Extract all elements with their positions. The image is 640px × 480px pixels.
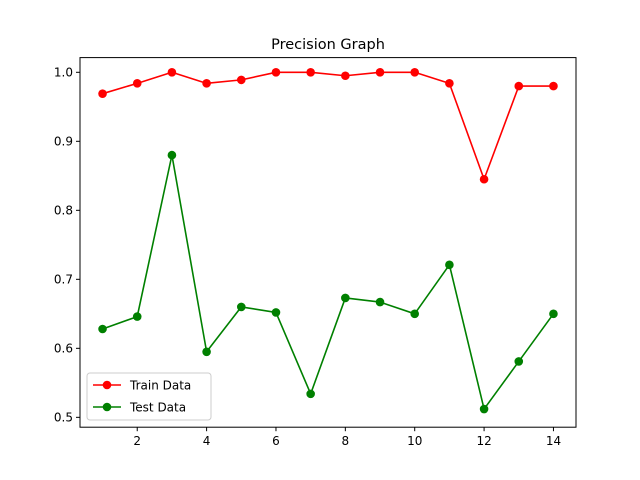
test-data-point (514, 357, 524, 366)
test-data-legend-marker (102, 402, 112, 412)
train-data-point (202, 79, 211, 88)
train-data-point (236, 75, 246, 85)
chart-title: Precision Graph (271, 37, 385, 53)
train-data-point (341, 71, 350, 81)
y-tick-label: 0.7 (54, 273, 73, 287)
x-tick-label: 12 (476, 434, 491, 448)
plot-frame (79, 57, 577, 428)
test-data-point (98, 324, 107, 334)
test-data-point (167, 150, 177, 160)
y-tick-label: 0.6 (54, 342, 73, 356)
test-data-point (306, 389, 315, 399)
x-tick-label: 2 (133, 434, 141, 448)
y-tick-label: 0.9 (54, 135, 73, 149)
train-data-point (549, 81, 558, 91)
plot-series (98, 68, 558, 414)
x-tick-label: 14 (546, 434, 561, 448)
train-data-point (167, 68, 177, 77)
train-data-point (375, 68, 385, 77)
test-data-point (271, 308, 281, 317)
test-data-point (410, 309, 420, 319)
x-tick-label: 10 (407, 434, 422, 448)
test-data-point (341, 293, 350, 303)
train-data-point (445, 79, 454, 88)
legend: Train Data Test Data (86, 372, 212, 421)
y-tick-label: 1.0 (54, 66, 73, 80)
x-axis-ticks: 2 4 6 8 10 12 14 (133, 427, 561, 448)
test-data-point (445, 260, 454, 270)
train-data-line (102, 71, 554, 181)
train-data-point (98, 89, 107, 98)
test-data-point (132, 312, 142, 321)
test-data-legend-label: Test Data (129, 400, 186, 414)
train-data-legend-label: Train Data (129, 378, 191, 392)
test-data-point (236, 302, 246, 312)
test-data-line (102, 154, 555, 410)
y-tick-label: 0.5 (54, 411, 73, 425)
y-tick-label: 0.8 (54, 204, 73, 218)
train-data-point (514, 81, 524, 91)
test-data-point (479, 404, 489, 414)
train-data-legend-marker (102, 380, 112, 390)
x-tick-label: 8 (342, 434, 350, 448)
train-data-point (271, 68, 281, 77)
train-data-point (410, 68, 420, 77)
x-tick-label: 6 (272, 434, 280, 448)
train-data-point (132, 79, 142, 88)
train-data-point (306, 68, 315, 77)
test-data-point (375, 297, 385, 307)
test-data-point (202, 347, 211, 357)
y-axis-ticks: 0.5 0.6 0.7 0.8 0.9 1.0 (54, 66, 80, 425)
train-data-point (479, 174, 489, 184)
x-tick-label: 4 (203, 434, 211, 448)
test-data-point (549, 309, 558, 319)
